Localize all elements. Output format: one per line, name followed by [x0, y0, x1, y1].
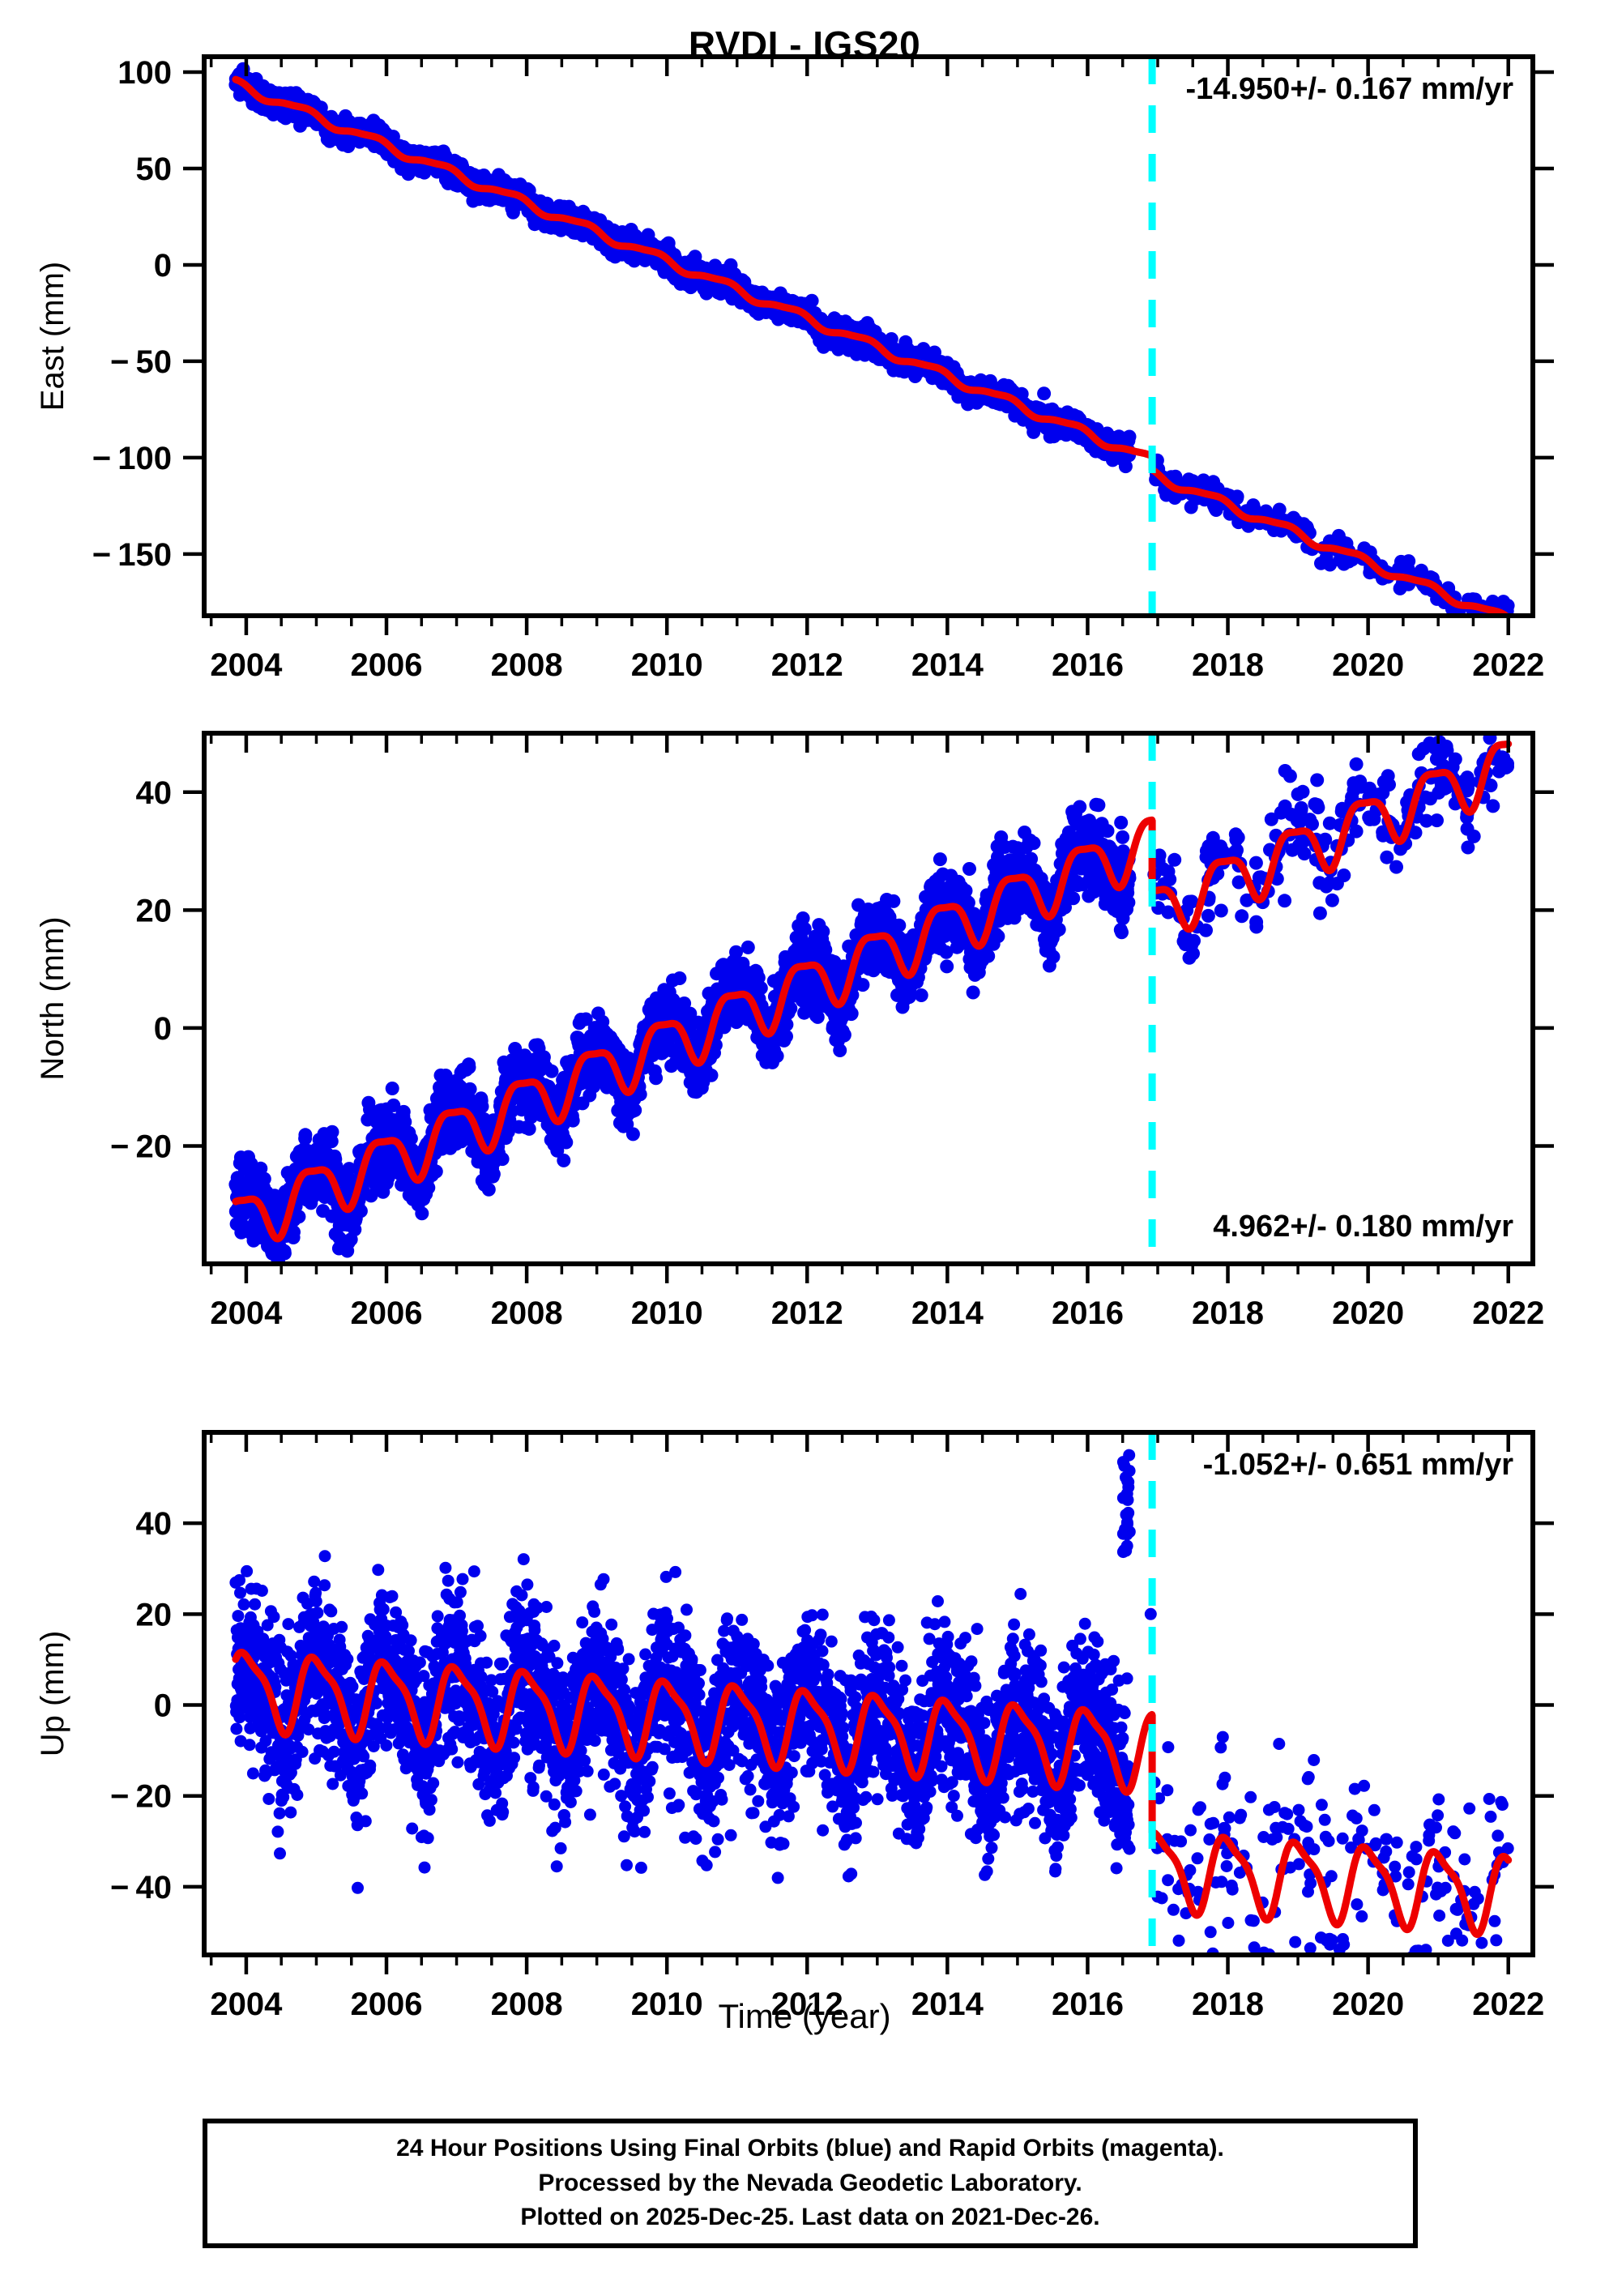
x-tick-label-2020: 2020 — [1332, 1987, 1404, 2022]
data-layer-up — [229, 1449, 1514, 1955]
data-layer-north — [228, 733, 1514, 1264]
x-tick-label-2018: 2018 — [1192, 1987, 1264, 2022]
x-tick-label-2006: 2006 — [351, 1987, 423, 2022]
y-tick-label-north-40: 40 — [136, 775, 173, 811]
x-tick-label-2008: 2008 — [491, 1295, 563, 1331]
footer-caption-box: 24 Hour Positions Using Final Orbits (bl… — [203, 2119, 1418, 2248]
x-axis-title: Time (year) — [718, 1997, 891, 2035]
y-tick-label-east-100: 100 — [117, 55, 172, 91]
x-tick-label-2012: 2012 — [771, 1295, 843, 1331]
x-tick-label-2008: 2008 — [491, 647, 563, 683]
x-tick-label-2010: 2010 — [631, 1987, 703, 2022]
footer-line-2: Processed by the Nevada Geodetic Laborat… — [538, 2169, 1082, 2196]
y-axis-title-north: North (mm) — [35, 916, 70, 1080]
x-tick-label-2016: 2016 — [1052, 1987, 1124, 2022]
y-tick-label-up--40: − 40 — [110, 1870, 172, 1906]
y-tick-label-up-20: 20 — [136, 1597, 173, 1632]
y-tick-label-east--50: − 50 — [110, 344, 172, 380]
x-tick-label-2004: 2004 — [210, 647, 283, 683]
x-tick-label-2018: 2018 — [1192, 647, 1264, 683]
footer-line-1: 24 Hour Positions Using Final Orbits (bl… — [396, 2135, 1224, 2162]
x-tick-label-2016: 2016 — [1052, 647, 1124, 683]
x-tick-label-2022: 2022 — [1472, 1987, 1544, 2022]
x-tick-label-2014: 2014 — [911, 1295, 984, 1331]
x-tick-label-2022: 2022 — [1472, 647, 1544, 683]
x-tick-label-2006: 2006 — [351, 1295, 423, 1331]
y-tick-label-east--150: − 150 — [92, 537, 172, 573]
chart-panel-up: 2004 2006 2008 2010 2012 2014 2016 2018 2020 2022… — [35, 1430, 1554, 2022]
chart-panel-east: 2004 2006 2008 2010 2012 2014 2016 2018 2020 2022… — [35, 54, 1554, 683]
rate-annotation-east: -14.950+/- 0.167 mm/yr — [1185, 72, 1513, 106]
x-tick-label-2012: 2012 — [771, 647, 843, 683]
x-tick-label-2004: 2004 — [210, 1295, 283, 1331]
y-tick-label-up-0: 0 — [154, 1688, 172, 1724]
plot-frame-east — [202, 54, 1535, 618]
x-tick-label-2020: 2020 — [1332, 1295, 1404, 1331]
y-tick-label-north-0: 0 — [154, 1011, 172, 1047]
y-axis-title-east: East (mm) — [35, 262, 70, 411]
data-layer-east — [228, 62, 1515, 616]
x-tick-label-2004: 2004 — [210, 1987, 283, 2022]
plot-frame-north — [202, 731, 1535, 1266]
x-tick-label-2014: 2014 — [911, 647, 984, 683]
y-tick-label-up-40: 40 — [136, 1506, 173, 1542]
y-tick-label-east--100: − 100 — [92, 441, 172, 476]
y-tick-label-north-20: 20 — [136, 893, 173, 928]
x-tick-label-2010: 2010 — [631, 647, 703, 683]
plot-frame-up — [202, 1430, 1535, 1957]
y-axis-title-up: Up (mm) — [35, 1631, 70, 1757]
y-tick-label-east-50: 50 — [136, 152, 173, 187]
y-tick-label-up--20: − 20 — [110, 1779, 172, 1815]
chart-panel-north: 2004 2006 2008 2010 2012 2014 2016 2018 2020 2022… — [35, 731, 1554, 1331]
x-tick-label-2010: 2010 — [631, 1295, 703, 1331]
x-tick-label-2006: 2006 — [351, 647, 423, 683]
x-tick-label-2020: 2020 — [1332, 647, 1404, 683]
y-tick-label-north--20: − 20 — [110, 1129, 172, 1164]
x-tick-label-2022: 2022 — [1472, 1295, 1544, 1331]
y-tick-label-east-0: 0 — [154, 248, 172, 284]
x-tick-label-2008: 2008 — [491, 1987, 563, 2022]
x-tick-label-2012: 2012 — [771, 1987, 843, 2022]
rate-annotation-up: -1.052+/- 0.651 mm/yr — [1203, 1448, 1514, 1482]
x-tick-label-2014: 2014 — [911, 1987, 984, 2022]
rate-annotation-north: 4.962+/- 0.180 mm/yr — [1213, 1210, 1513, 1244]
x-tick-label-2018: 2018 — [1192, 1295, 1264, 1331]
footer-line-3: Plotted on 2025-Dec-25. Last data on 202… — [520, 2204, 1100, 2231]
x-tick-label-2016: 2016 — [1052, 1295, 1124, 1331]
